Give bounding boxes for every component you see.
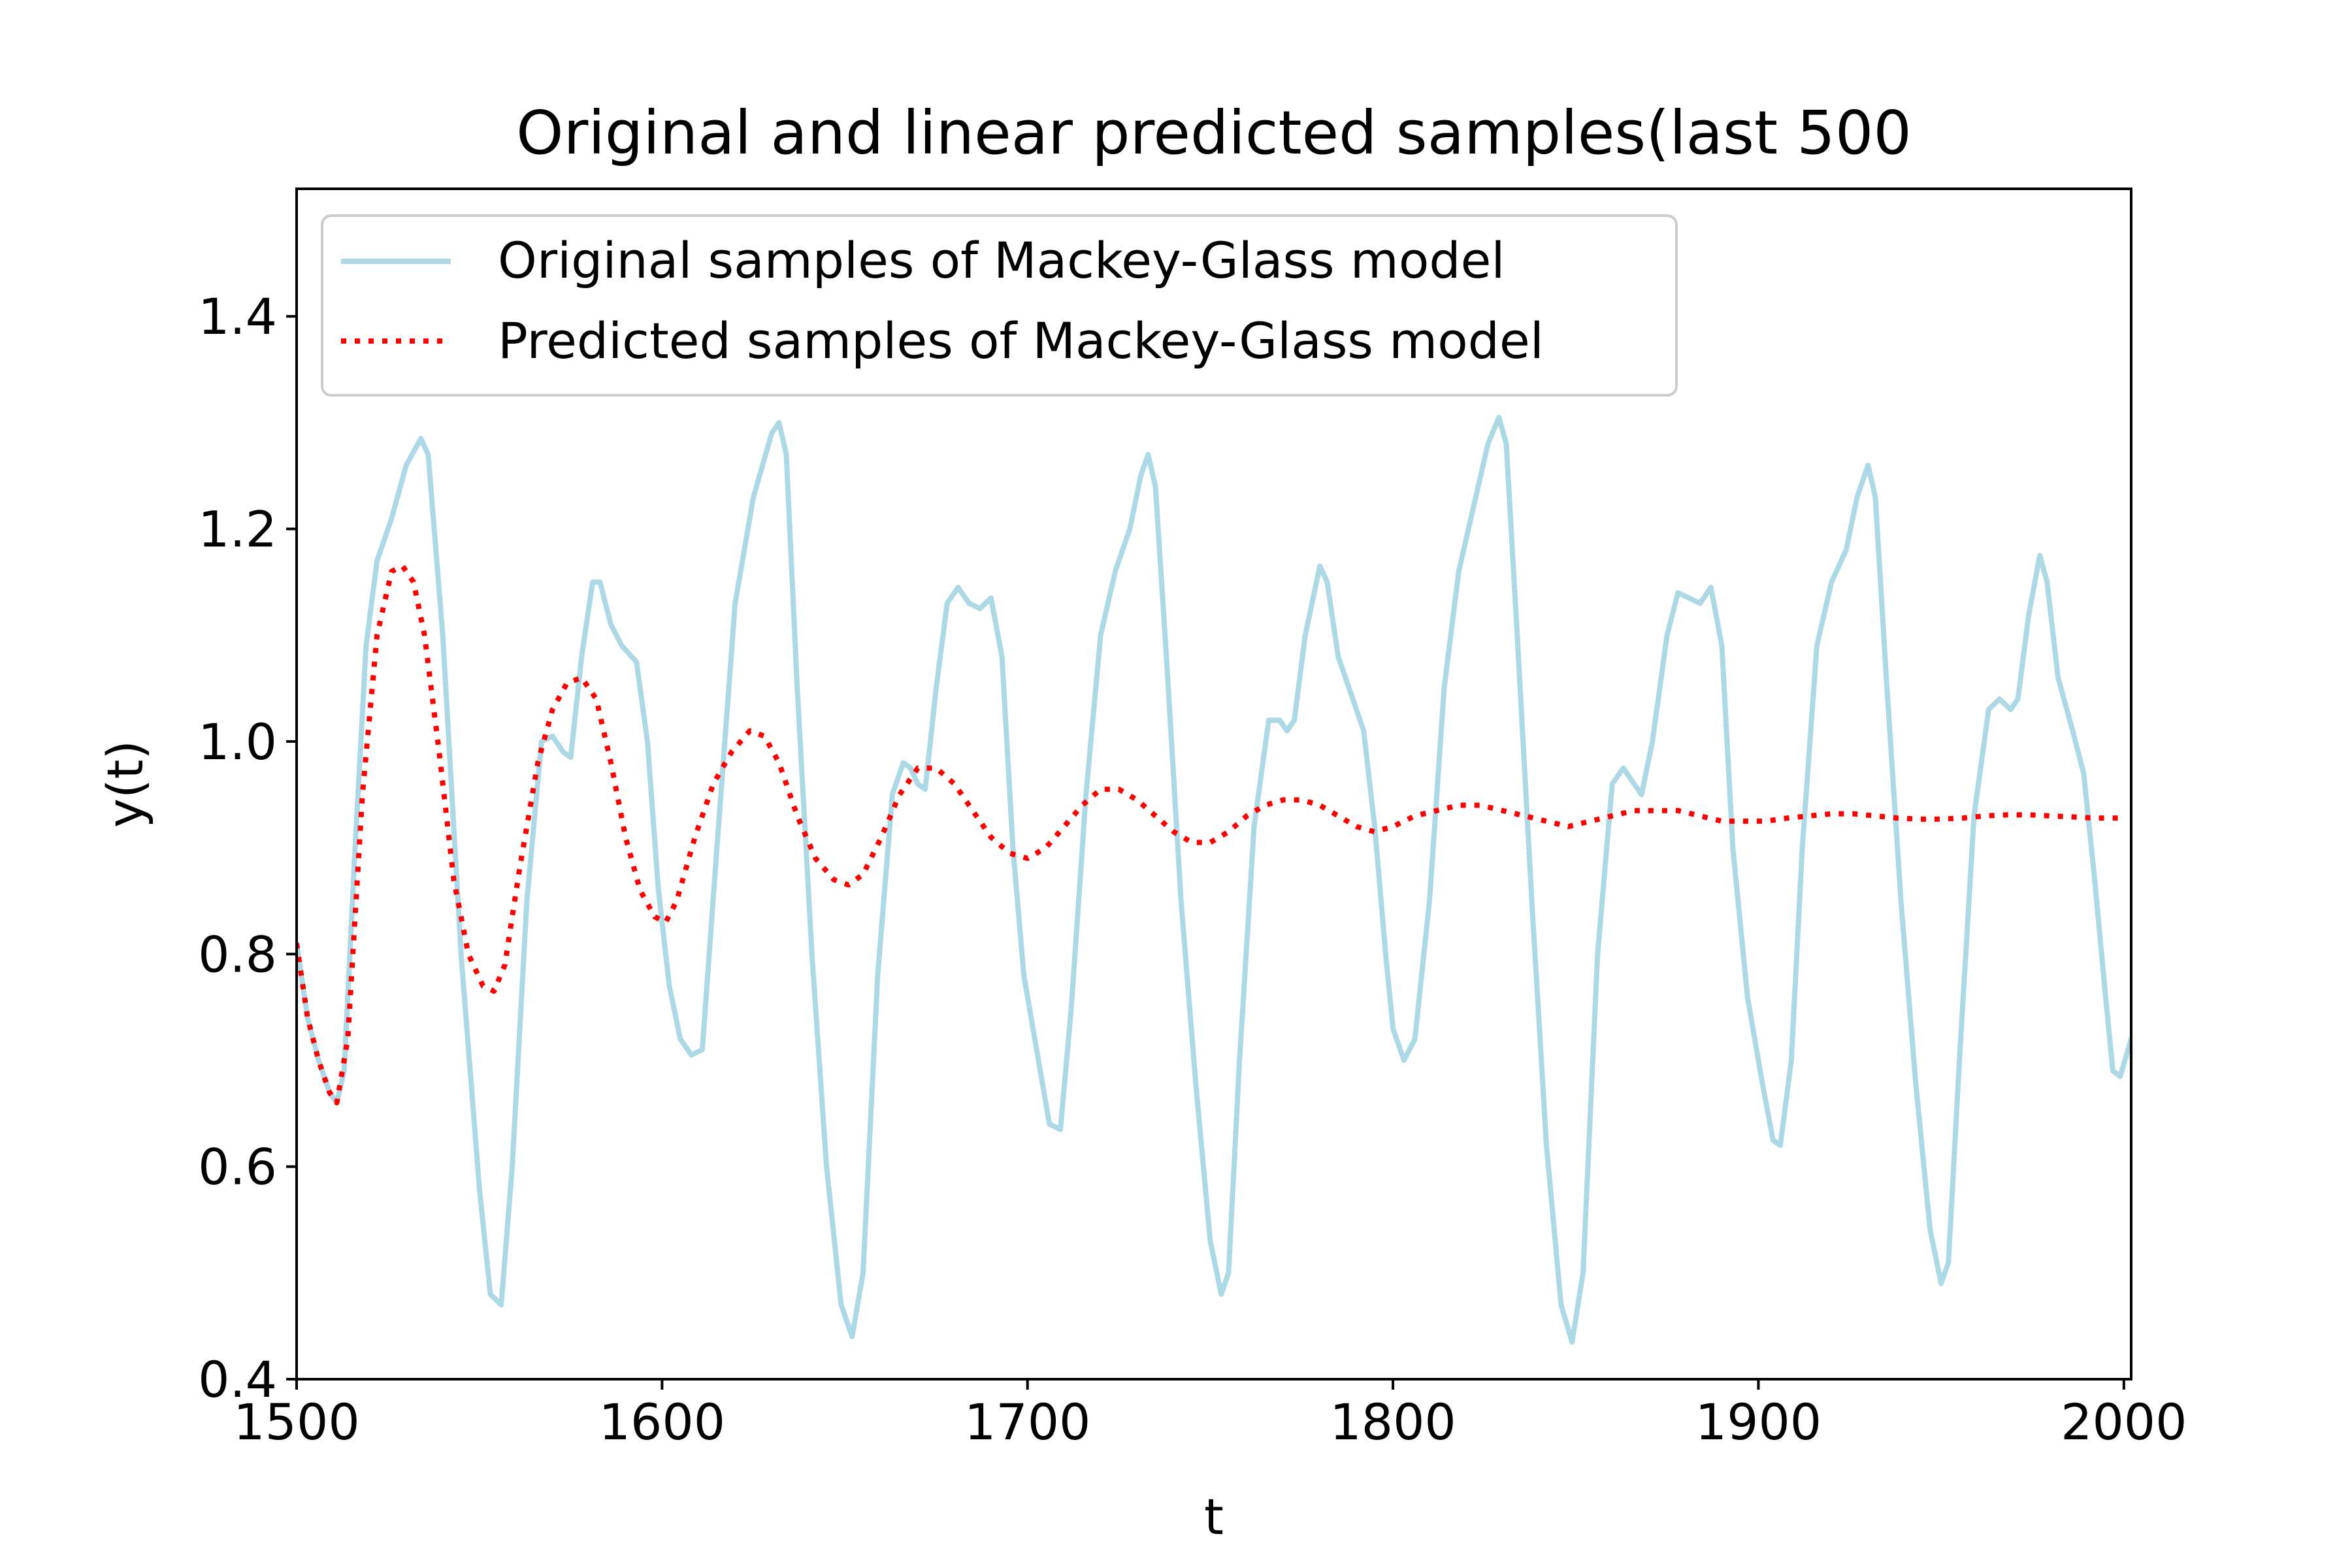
legend: Original samples of Mackey-Glass model P… xyxy=(321,214,1678,397)
y-axis: 0.4 0.6 0.8 1.0 1.2 1.4 xyxy=(198,287,297,1409)
x-tick-label: 1700 xyxy=(964,1393,1090,1451)
chart-title: Original and linear predicted samples(la… xyxy=(516,98,1912,168)
y-axis-label: y(t) xyxy=(96,740,154,828)
x-tick-label: 1900 xyxy=(1695,1393,1821,1451)
x-tick-label: 1800 xyxy=(1330,1393,1456,1451)
y-tick-label: 0.4 xyxy=(198,1350,277,1409)
legend-label-original: Original samples of Mackey-Glass model xyxy=(498,231,1505,289)
x-tick-label: 1500 xyxy=(233,1393,359,1451)
legend-label-predicted: Predicted samples of Mackey-Glass model xyxy=(498,312,1544,370)
legend-box xyxy=(321,214,1678,397)
y-tick-label: 1.4 xyxy=(198,287,277,346)
y-tick-label: 0.8 xyxy=(198,925,277,983)
series-line-0 xyxy=(297,414,2131,1345)
x-tick-label: 1600 xyxy=(599,1393,725,1451)
series-line-1 xyxy=(297,563,2124,1105)
x-axis: 1500 1600 1700 1800 1900 2000 xyxy=(233,1379,2187,1451)
x-tick-label: 2000 xyxy=(2061,1393,2187,1451)
y-tick-label: 0.6 xyxy=(198,1138,277,1196)
y-tick-label: 1.2 xyxy=(198,500,277,559)
series-layer xyxy=(297,414,2131,1345)
y-tick-label: 1.0 xyxy=(198,713,277,771)
x-axis-label: t xyxy=(1204,1488,1224,1546)
plot-frame xyxy=(295,188,2132,1380)
